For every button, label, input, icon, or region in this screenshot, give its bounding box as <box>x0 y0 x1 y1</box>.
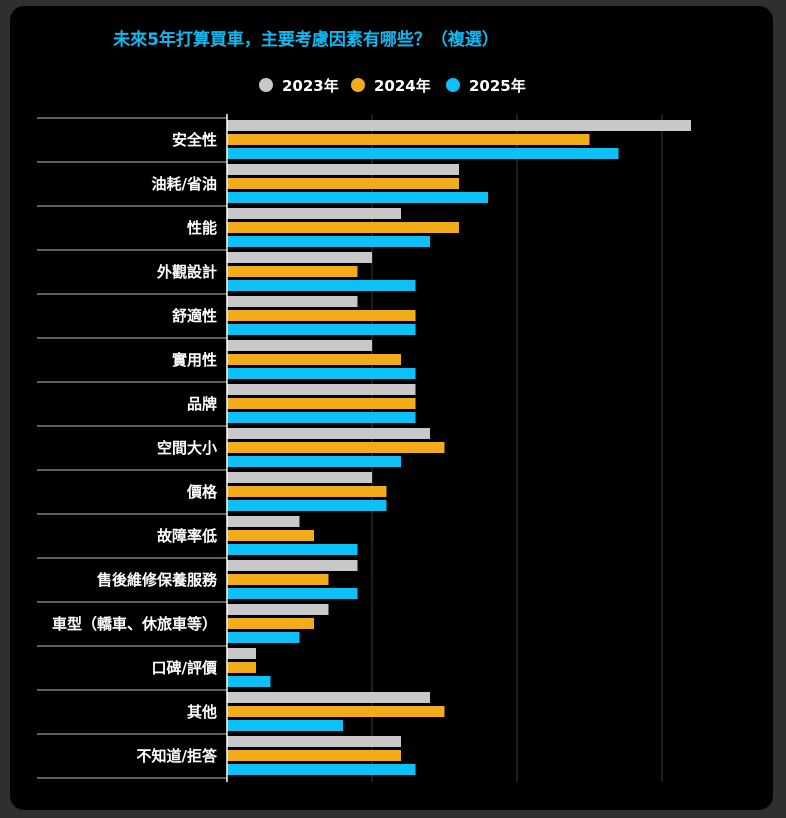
bar <box>227 662 256 673</box>
bar <box>227 544 358 555</box>
bar <box>227 252 372 263</box>
bar <box>227 720 343 731</box>
bar <box>227 574 329 585</box>
chart-card: 未來5年打算買車，主要考慮因素有哪些？（複選） 2023年 2024年 2025年 … <box>10 6 773 810</box>
bar <box>227 692 430 703</box>
bar <box>227 296 358 307</box>
bar <box>227 340 372 351</box>
bar <box>227 632 300 643</box>
category-label: 口碑/評價 <box>152 659 218 677</box>
legend-marker <box>259 78 273 92</box>
category-label: 性能 <box>187 219 217 237</box>
bar <box>227 618 314 629</box>
bar <box>227 164 459 175</box>
category-label: 實用性 <box>172 351 217 369</box>
bar <box>227 516 300 527</box>
bar <box>227 442 445 453</box>
category-label: 外觀設計 <box>156 263 217 281</box>
bar <box>227 764 416 775</box>
category-label: 空間大小 <box>157 439 217 457</box>
category-label: 車型（轎車、休旅車等） <box>52 615 217 633</box>
bar <box>227 134 590 145</box>
legend: 2023年 2024年 2025年 <box>259 77 526 95</box>
bar <box>227 530 314 541</box>
bar <box>227 588 358 599</box>
category-label: 品牌 <box>187 395 217 413</box>
legend-label: 2025年 <box>469 77 526 95</box>
category-labels: 安全性油耗/省油性能外觀設計舒適性實用性品牌空間大小價格故障率低售後維修保養服務… <box>52 131 218 765</box>
bar <box>227 398 416 409</box>
category-label: 不知道/拒答 <box>137 747 218 765</box>
bar <box>227 236 430 247</box>
bar <box>227 472 372 483</box>
category-label: 舒適性 <box>172 307 217 325</box>
bar <box>227 310 416 321</box>
bar <box>227 750 401 761</box>
legend-label: 2023年 <box>282 77 339 95</box>
bar <box>227 324 416 335</box>
bar <box>227 604 329 615</box>
bar <box>227 368 416 379</box>
bar <box>227 280 416 291</box>
category-label: 其他 <box>187 703 217 721</box>
legend-marker <box>446 78 460 92</box>
chart-svg: 未來5年打算買車，主要考慮因素有哪些？（複選） 2023年 2024年 2025年 … <box>37 29 691 782</box>
chart-title: 未來5年打算買車，主要考慮因素有哪些？（複選） <box>112 29 499 50</box>
legend-marker <box>351 78 365 92</box>
bar <box>227 354 401 365</box>
bar <box>227 676 271 687</box>
bar <box>227 384 416 395</box>
bar <box>227 706 445 717</box>
category-separators <box>37 117 227 779</box>
bar <box>227 222 459 233</box>
bar <box>227 560 358 571</box>
category-label: 價格 <box>186 483 218 501</box>
bar <box>227 428 430 439</box>
bar <box>227 148 619 159</box>
bar <box>227 178 459 189</box>
legend-label: 2024年 <box>374 77 431 95</box>
category-label: 故障率低 <box>157 527 217 545</box>
bar <box>227 266 358 277</box>
bar <box>227 456 401 467</box>
category-label: 油耗/省油 <box>152 175 217 193</box>
bar <box>227 500 387 511</box>
bar <box>227 412 416 423</box>
bar <box>227 648 256 659</box>
bar <box>227 208 401 219</box>
bar <box>227 192 488 203</box>
category-label: 售後維修保養服務 <box>97 571 218 589</box>
bars <box>227 120 691 775</box>
bar <box>227 736 401 747</box>
category-label: 安全性 <box>172 131 217 149</box>
bar <box>227 486 387 497</box>
bar <box>227 120 691 131</box>
